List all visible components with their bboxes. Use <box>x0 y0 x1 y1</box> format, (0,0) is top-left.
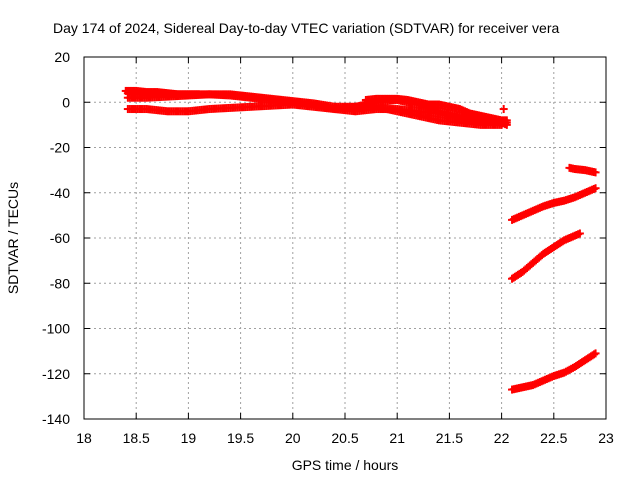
y-tick-label: -60 <box>50 230 70 246</box>
data-point <box>591 168 600 177</box>
y-tick-label: -20 <box>50 140 70 156</box>
y-tick-label: -80 <box>50 275 70 291</box>
y-tick-label: -40 <box>50 185 70 201</box>
data-point <box>499 105 508 114</box>
x-tick-label: 19 <box>181 430 197 446</box>
y-axis-title: SDTVAR / TECUs <box>5 182 21 294</box>
data-point <box>591 184 600 193</box>
data-point <box>194 90 203 99</box>
x-tick-label: 21.5 <box>436 430 463 446</box>
x-tick-label: 20 <box>285 430 301 446</box>
x-tick-label: 19.5 <box>227 430 254 446</box>
x-tick-label: 22.5 <box>540 430 567 446</box>
y-tick-label: 0 <box>62 94 70 110</box>
x-axis-title: GPS time / hours <box>292 457 399 473</box>
x-tick-label: 18.5 <box>123 430 150 446</box>
y-tick-label: 20 <box>54 49 70 65</box>
axis-ticks <box>83 56 607 420</box>
x-tick-label: 18 <box>76 430 92 446</box>
data-point <box>502 116 511 125</box>
x-tick-label: 23 <box>598 430 614 446</box>
data-points <box>121 86 600 394</box>
y-tick-label: -140 <box>42 411 70 427</box>
y-tick-label: -100 <box>42 321 70 337</box>
data-point <box>575 229 584 238</box>
x-tick-labels: 18 18.5 19 19.5 20 20.5 21 21.5 22 22.5 23 <box>76 430 614 446</box>
grid <box>84 57 606 419</box>
y-tick-labels: 20 0 -20 -40 -60 -80 -100 -120 -140 <box>42 49 70 427</box>
data-point <box>591 349 600 358</box>
x-tick-label: 20.5 <box>331 430 358 446</box>
chart-title: Day 174 of 2024, Sidereal Day-to-day VTE… <box>53 20 559 36</box>
x-tick-label: 21 <box>389 430 405 446</box>
x-tick-label: 22 <box>494 430 510 446</box>
y-tick-label: -120 <box>42 366 70 382</box>
